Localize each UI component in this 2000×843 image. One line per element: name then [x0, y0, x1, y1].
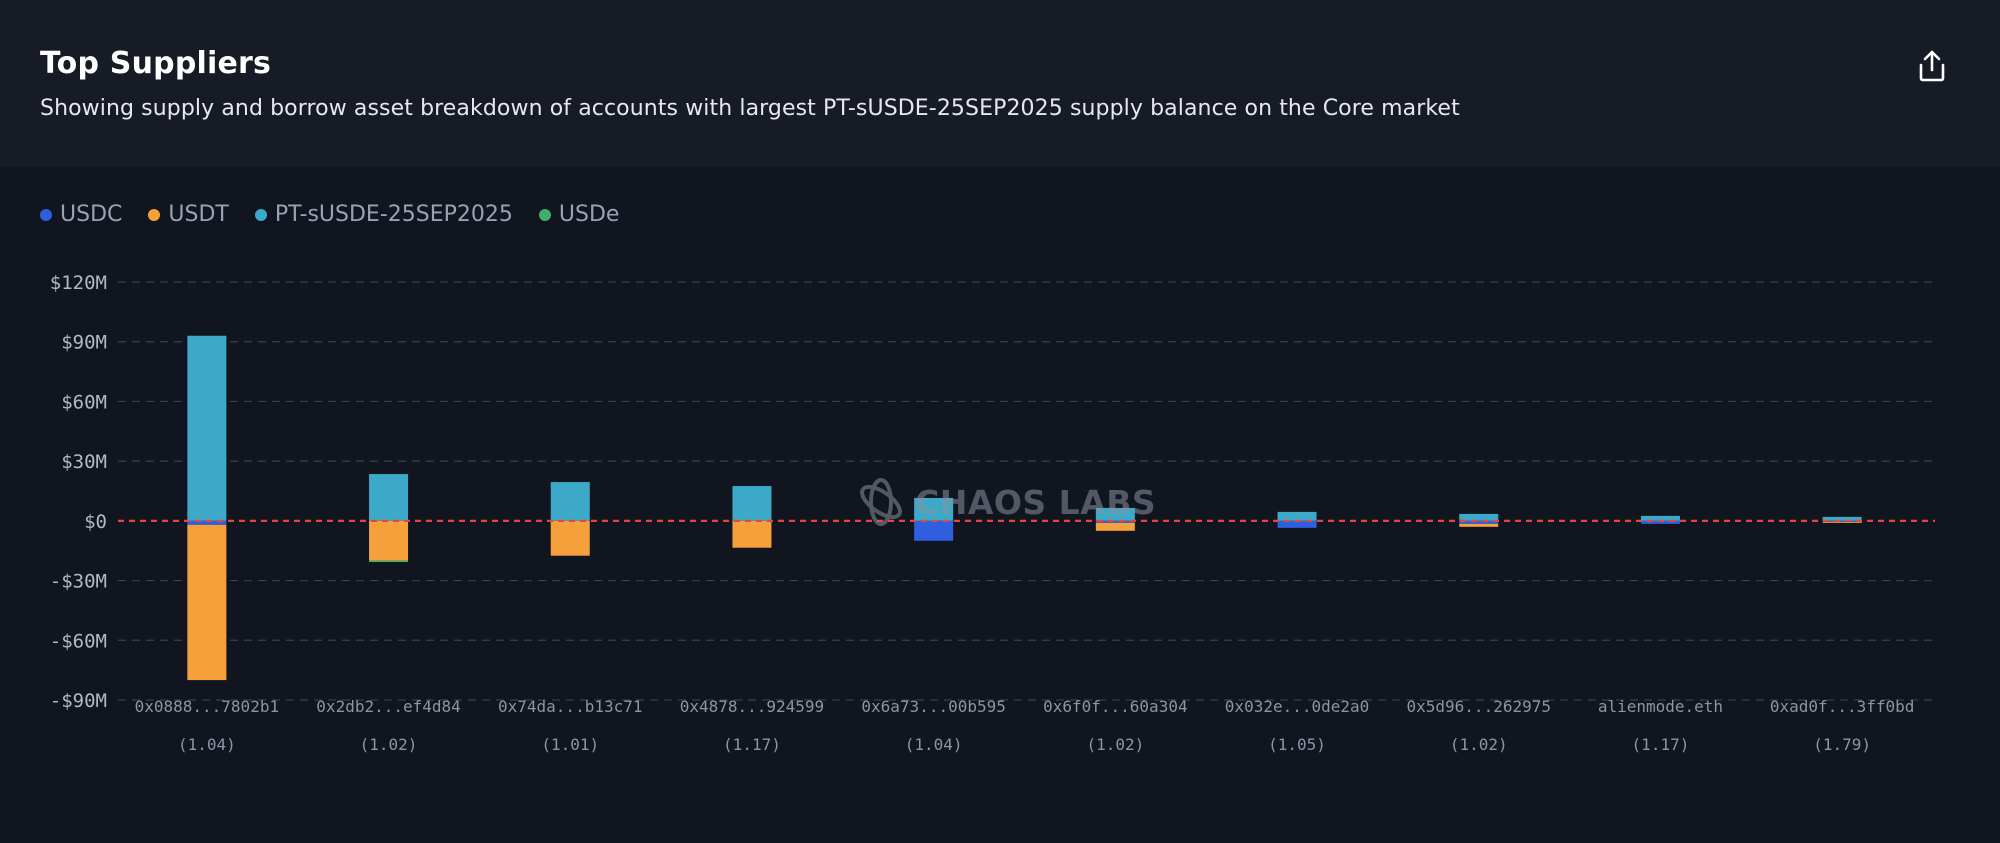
x-category-sublabel: (1.05)	[1268, 735, 1326, 754]
x-category-label: 0x74da...b13c71	[498, 697, 643, 716]
x-category-label: 0x6a73...00b595	[861, 697, 1006, 716]
y-tick-label: $30M	[61, 451, 107, 473]
card-subtitle: Showing supply and borrow asset breakdow…	[40, 96, 1460, 121]
chart-legend: USDC USDT PT-sUSDE-25SEP2025 USDe	[40, 202, 619, 227]
legend-item-usdt[interactable]: USDT	[148, 202, 229, 227]
bar-usdt	[1459, 523, 1499, 527]
x-category-sublabel: (1.17)	[723, 735, 781, 754]
bar-usdt	[369, 520, 409, 561]
x-category-sublabel: (1.79)	[1813, 735, 1871, 754]
legend-label: USDe	[558, 202, 620, 227]
bar-usdc	[1095, 520, 1135, 523]
legend-item-usdc[interactable]: USDC	[40, 202, 122, 227]
legend-item-usde[interactable]: USDe	[538, 202, 620, 227]
bar-pt-susde-25sep2025	[914, 497, 954, 521]
bar-pt-susde-25sep2025	[369, 474, 409, 521]
bar-pt-susde-25sep2025	[1459, 513, 1499, 521]
y-tick-label: $120M	[50, 272, 107, 294]
x-category-sublabel: (1.02)	[1086, 735, 1144, 754]
x-category-label: 0x032e...0de2a0	[1225, 697, 1370, 716]
legend-dot	[148, 208, 161, 221]
x-category-sublabel: (1.02)	[1450, 735, 1508, 754]
bar-pt-susde-25sep2025	[1640, 515, 1680, 521]
bar-usdc	[1277, 520, 1317, 528]
x-category-label: 0x2db2...ef4d84	[316, 697, 461, 716]
bar-usdt	[1822, 521, 1862, 523]
x-category-label: 0xad0f...3ff0bd	[1770, 697, 1915, 716]
share-icon	[1919, 50, 1945, 82]
bar-usdc	[1459, 520, 1499, 524]
bar-usdt	[1095, 522, 1135, 531]
legend-label: USDT	[168, 202, 229, 227]
bar-usdt	[550, 520, 590, 556]
bar-usdc	[914, 520, 954, 541]
y-tick-label: $0	[84, 511, 107, 533]
bar-pt-susde-25sep2025	[732, 486, 772, 521]
y-tick-label: -$30M	[50, 571, 107, 593]
x-category-sublabel: (1.04)	[905, 735, 963, 754]
bar-usdt	[187, 524, 227, 681]
x-category-label: 0x0888...7802b1	[135, 697, 280, 716]
bar-usdc	[1640, 520, 1680, 524]
bar-usdc	[1822, 520, 1862, 522]
legend-dot	[538, 208, 551, 221]
bar-pt-susde-25sep2025	[1095, 507, 1135, 521]
x-category-label: 0x4878...924599	[680, 697, 825, 716]
bar-pt-susde-25sep2025	[1277, 511, 1317, 521]
bar-usdt	[732, 520, 772, 548]
legend-dot	[40, 208, 52, 221]
share-button[interactable]	[1912, 46, 1952, 86]
y-tick-label: -$90M	[50, 690, 107, 712]
x-category-sublabel: (1.01)	[541, 735, 599, 754]
bar-pt-susde-25sep2025	[550, 482, 590, 521]
legend-label: PT-sUSDE-25SEP2025	[274, 202, 513, 227]
x-category-sublabel: (1.02)	[360, 735, 418, 754]
legend-label: USDC	[60, 202, 123, 227]
x-category-label: alienmode.eth	[1598, 697, 1723, 716]
x-category-label: 0x5d96...262975	[1407, 697, 1552, 716]
x-category-label: 0x6f0f...60a304	[1043, 697, 1188, 716]
card-title: Top Suppliers	[40, 46, 272, 81]
y-tick-label: -$60M	[50, 630, 107, 652]
bar-usde	[369, 560, 409, 563]
y-tick-label: $90M	[61, 332, 107, 354]
bar-usdc	[187, 520, 227, 525]
legend-item-pt-susde-25sep2025[interactable]: PT-sUSDE-25SEP2025	[254, 202, 513, 227]
y-tick-label: $60M	[61, 391, 107, 413]
legend-dot	[254, 208, 267, 221]
bar-pt-susde-25sep2025	[1822, 516, 1862, 521]
x-category-sublabel: (1.04)	[178, 735, 236, 754]
x-category-sublabel: (1.17)	[1632, 735, 1690, 754]
card-header: Top Suppliers Showing supply and borrow …	[0, 0, 2000, 167]
bar-pt-susde-25sep2025	[187, 335, 227, 521]
